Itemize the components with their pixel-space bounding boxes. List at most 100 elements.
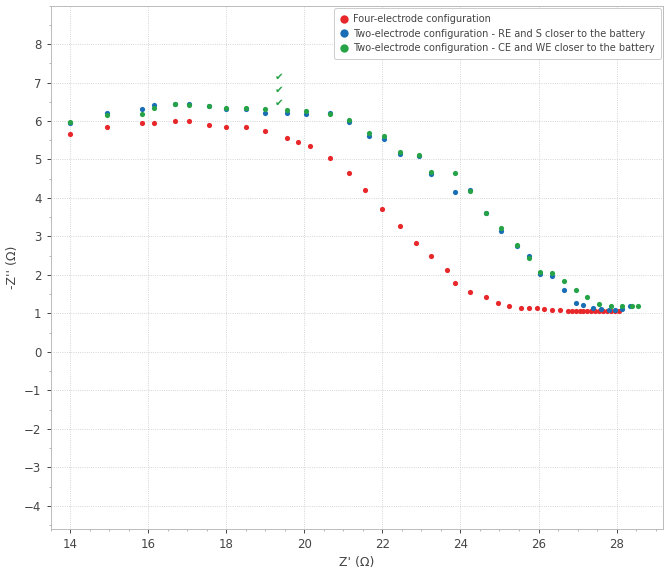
Point — [65, 130, 76, 139]
Point — [395, 149, 405, 158]
Text: ✔: ✔ — [275, 98, 284, 108]
Point — [282, 109, 292, 118]
Point — [627, 302, 638, 311]
Point — [344, 116, 355, 125]
Point — [305, 141, 316, 151]
Point — [184, 116, 195, 125]
Point — [203, 102, 214, 111]
Point — [449, 279, 460, 288]
Point — [582, 293, 593, 302]
Point — [535, 270, 546, 279]
Point — [240, 103, 251, 112]
Point — [65, 117, 76, 126]
Point — [559, 285, 569, 294]
Point — [586, 307, 597, 316]
Point — [149, 118, 159, 128]
Point — [184, 99, 195, 108]
Point — [539, 304, 550, 313]
Point — [282, 134, 292, 143]
Point — [324, 108, 335, 117]
Point — [523, 251, 534, 260]
Point — [102, 122, 112, 131]
Point — [480, 293, 491, 302]
Point — [170, 99, 181, 108]
Point — [260, 104, 270, 113]
Point — [203, 120, 214, 129]
Point — [570, 285, 581, 294]
Point — [240, 122, 251, 131]
Point — [512, 242, 522, 251]
Point — [559, 276, 569, 285]
Point — [414, 150, 425, 159]
Point — [480, 209, 491, 218]
Point — [496, 226, 507, 235]
Point — [605, 301, 616, 310]
Point — [425, 252, 436, 261]
Point — [555, 306, 565, 315]
Legend: Four-electrode configuration, Two-electrode configuration - RE and S closer to t: Four-electrode configuration, Two-electr… — [334, 9, 660, 59]
Point — [282, 106, 292, 115]
Point — [574, 307, 585, 316]
Point — [170, 116, 181, 125]
Point — [617, 302, 628, 311]
Point — [516, 303, 527, 312]
Point — [395, 147, 405, 156]
Point — [324, 153, 335, 162]
Point — [221, 122, 231, 131]
Point — [504, 302, 514, 311]
Point — [149, 100, 159, 109]
Point — [512, 240, 522, 250]
Point — [359, 186, 370, 195]
Y-axis label: -Z'' (Ω): -Z'' (Ω) — [5, 246, 19, 289]
Point — [578, 307, 589, 316]
Text: ✔: ✔ — [275, 85, 284, 95]
Point — [102, 110, 112, 120]
Point — [203, 102, 214, 111]
Point — [442, 266, 452, 275]
Point — [449, 168, 460, 178]
Point — [531, 303, 542, 312]
X-axis label: Z' (Ω): Z' (Ω) — [339, 557, 375, 569]
Point — [609, 305, 620, 314]
Point — [633, 301, 644, 310]
Point — [535, 267, 546, 277]
Point — [379, 135, 389, 144]
Point — [465, 186, 476, 195]
Point — [170, 99, 181, 108]
Point — [260, 126, 270, 135]
Point — [593, 307, 604, 316]
Point — [547, 269, 557, 278]
Point — [137, 105, 148, 114]
Point — [570, 298, 581, 307]
Point — [102, 109, 112, 118]
Point — [324, 109, 335, 118]
Point — [605, 307, 616, 316]
Point — [363, 129, 374, 138]
Point — [410, 239, 421, 248]
Point — [301, 109, 312, 118]
Point — [449, 187, 460, 197]
Point — [363, 132, 374, 141]
Point — [603, 305, 614, 314]
Point — [597, 307, 608, 316]
Point — [221, 103, 231, 112]
Point — [293, 137, 304, 147]
Point — [344, 168, 355, 178]
Point — [563, 306, 573, 316]
Point — [149, 103, 159, 112]
Point — [301, 107, 312, 116]
Point — [617, 304, 628, 313]
Point — [523, 253, 534, 262]
Point — [137, 118, 148, 128]
Point — [184, 100, 195, 109]
Point — [547, 271, 557, 280]
Point — [547, 305, 557, 314]
Point — [137, 109, 148, 118]
Point — [595, 304, 606, 313]
Point — [260, 108, 270, 117]
Point — [395, 221, 405, 230]
Point — [240, 105, 251, 114]
Point — [496, 223, 507, 232]
Point — [65, 118, 76, 128]
Point — [492, 298, 503, 307]
